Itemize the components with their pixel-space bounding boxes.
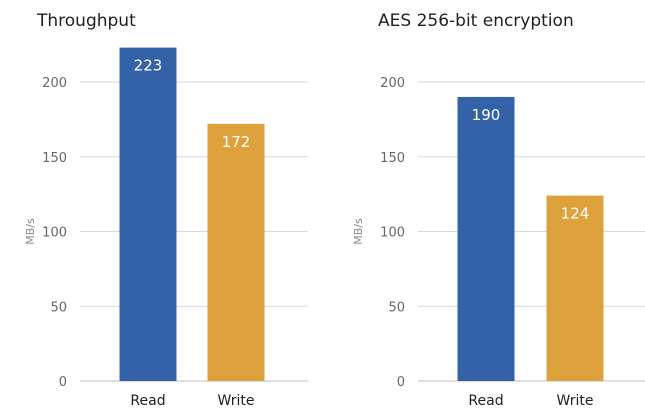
data-label-read: 190: [472, 106, 501, 124]
data-label-write: 124: [561, 205, 590, 223]
y-tick-label: 100: [42, 226, 67, 241]
bar-read: [119, 47, 177, 382]
y-tick-label: 50: [50, 300, 67, 315]
category-label-write: Write: [557, 393, 594, 409]
y-axis-label: MB/s: [352, 218, 365, 245]
data-label-write: 172: [222, 133, 251, 151]
category-label-read: Read: [130, 393, 165, 409]
y-axis-label: MB/s: [24, 218, 37, 245]
chart-title: Throughput: [36, 11, 136, 31]
y-tick-label: 200: [380, 76, 405, 91]
y-tick-label: 50: [388, 300, 405, 315]
bar-write: [546, 195, 604, 381]
y-tick-label: 200: [42, 76, 67, 91]
y-tick-label: 0: [59, 375, 67, 390]
y-tick-label: 0: [397, 375, 405, 390]
category-label-read: Read: [468, 393, 503, 409]
data-label-read: 223: [134, 57, 163, 75]
category-label-write: Write: [218, 393, 255, 409]
y-tick-label: 100: [380, 226, 405, 241]
y-tick-label: 150: [380, 151, 405, 166]
bar-read: [457, 96, 515, 381]
y-tick-label: 150: [42, 151, 67, 166]
bar-write: [207, 123, 265, 382]
chart-title: AES 256-bit encryption: [378, 11, 574, 31]
